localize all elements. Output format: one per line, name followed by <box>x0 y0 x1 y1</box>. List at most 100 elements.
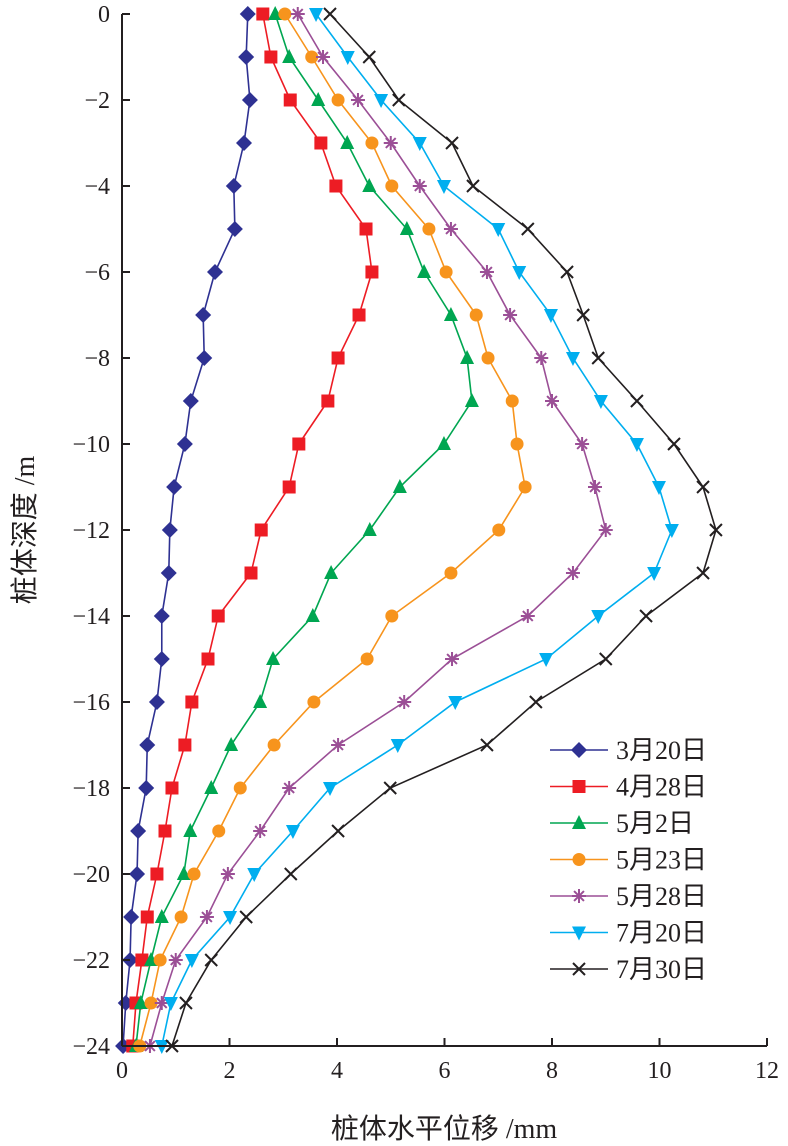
legend-label: 7月20日 <box>616 919 707 948</box>
data-point <box>290 7 305 21</box>
data-point <box>122 952 139 968</box>
data-point <box>350 93 365 107</box>
data-point <box>253 694 268 708</box>
data-point <box>168 953 183 967</box>
data-point <box>282 480 296 494</box>
data-point <box>247 868 262 882</box>
data-point <box>374 94 389 108</box>
data-point <box>266 651 281 665</box>
data-point <box>309 8 324 22</box>
data-point <box>439 265 453 279</box>
legend-item: 3月20日 <box>550 736 707 765</box>
data-point <box>362 178 377 192</box>
y-tick-label: 0 <box>98 2 110 28</box>
x-tick-label: 10 <box>648 1058 672 1084</box>
legend-label: 5月23日 <box>616 846 707 875</box>
data-point <box>385 179 399 193</box>
legend-marker <box>572 780 586 793</box>
data-point <box>239 6 256 22</box>
data-point <box>153 651 170 667</box>
data-point <box>392 479 407 493</box>
data-point <box>292 437 306 451</box>
series-line <box>122 13 251 1047</box>
data-point <box>176 866 191 880</box>
data-point <box>397 695 412 709</box>
data-point <box>445 136 459 150</box>
data-point <box>539 653 554 667</box>
data-point <box>323 7 337 21</box>
data-point <box>282 49 297 63</box>
data-point <box>161 522 178 538</box>
data-point <box>412 137 427 151</box>
data-point <box>139 737 156 753</box>
data-point <box>314 136 328 150</box>
data-point <box>630 394 644 408</box>
series-line <box>138 13 526 1047</box>
data-point <box>520 609 535 623</box>
legend-label: 7月30日 <box>616 955 707 984</box>
data-point <box>593 395 608 409</box>
data-point <box>150 867 164 881</box>
data-point <box>160 565 177 581</box>
data-point <box>305 50 319 64</box>
data-point <box>365 265 379 279</box>
data-point <box>521 222 535 236</box>
data-point <box>448 696 463 710</box>
legend-item: 5月28日 <box>550 882 707 911</box>
data-point <box>165 781 179 795</box>
data-point <box>138 780 155 796</box>
data-point <box>543 309 558 323</box>
data-point <box>238 49 255 65</box>
data-point <box>505 394 519 408</box>
data-point <box>282 781 297 795</box>
data-point <box>316 50 331 64</box>
data-point <box>647 567 662 581</box>
data-point <box>392 93 406 107</box>
series-4 <box>133 7 532 1053</box>
data-point <box>267 738 281 752</box>
data-point <box>503 308 518 322</box>
series-1 <box>115 6 258 1054</box>
data-point <box>360 652 374 666</box>
x-tick-label: 6 <box>439 1058 451 1084</box>
legend-label: 5月2日 <box>616 809 694 838</box>
data-point <box>362 522 377 536</box>
y-tick-label: −4 <box>84 174 110 200</box>
data-point <box>153 953 167 967</box>
y-tick-label: −8 <box>84 346 110 372</box>
data-point <box>323 782 338 796</box>
legend-marker <box>572 926 586 941</box>
data-point <box>365 136 379 150</box>
data-point <box>154 996 169 1010</box>
legend-label: 4月28日 <box>616 773 707 802</box>
data-point <box>284 867 298 881</box>
data-point <box>179 996 193 1010</box>
data-point <box>199 910 214 924</box>
data-point <box>340 135 355 149</box>
y-tick-label: −2 <box>84 88 110 114</box>
y-tick-label: −6 <box>84 260 110 286</box>
data-point <box>481 351 495 365</box>
data-point <box>204 953 218 967</box>
data-point <box>225 178 242 194</box>
y-axis-title: 桩体深度 /m <box>9 456 41 605</box>
data-point <box>201 652 215 666</box>
data-point <box>148 694 165 710</box>
y-tick-label: −24 <box>72 1034 110 1060</box>
data-point <box>512 266 527 280</box>
data-point <box>529 695 543 709</box>
data-point <box>591 351 605 365</box>
legend-label: 5月28日 <box>616 882 707 911</box>
data-point <box>163 997 178 1011</box>
series-5 <box>142 7 613 1053</box>
data-point <box>133 995 148 1009</box>
data-point <box>321 394 335 408</box>
data-point <box>491 223 506 237</box>
legend-item: 7月20日 <box>550 919 707 948</box>
data-point <box>174 910 188 924</box>
data-point <box>599 652 613 666</box>
data-point <box>399 221 414 235</box>
data-point <box>331 824 345 838</box>
legend-item: 5月23日 <box>550 846 707 875</box>
